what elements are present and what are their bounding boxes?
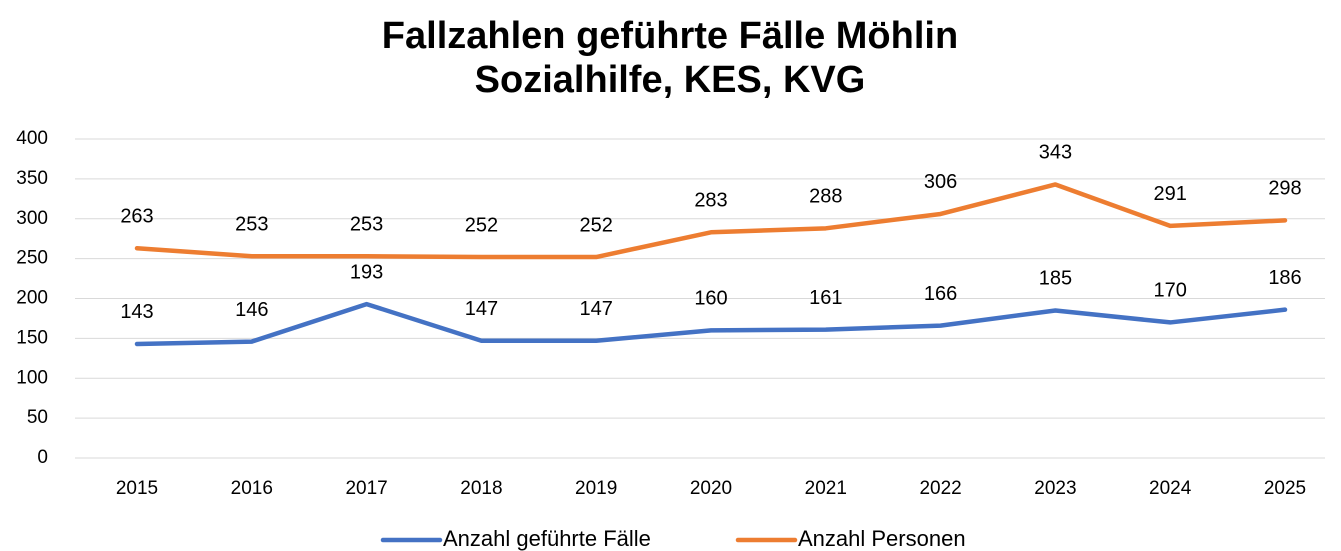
x-tick-label: 2023: [1034, 478, 1076, 499]
y-tick-label: 300: [16, 208, 48, 229]
data-label: 291: [1154, 183, 1187, 205]
x-tick-label: 2016: [231, 478, 273, 499]
data-label: 147: [580, 298, 613, 320]
data-label: 252: [580, 214, 613, 236]
data-label: 147: [465, 298, 498, 320]
y-tick-label: 200: [16, 288, 48, 309]
chart-subtitle: Sozialhilfe, KES, KVG: [475, 59, 866, 101]
chart-title: Fallzahlen geführte Fälle Möhlin: [382, 15, 958, 57]
data-label: 263: [120, 206, 153, 228]
data-label: 253: [350, 214, 383, 236]
y-tick-label: 100: [16, 367, 48, 388]
data-label: 252: [465, 214, 498, 236]
y-tick-label: 350: [16, 168, 48, 189]
data-label: 166: [924, 283, 957, 305]
x-tick-label: 2017: [345, 478, 387, 499]
data-label: 193: [350, 261, 383, 283]
data-label: 283: [694, 190, 727, 212]
x-tick-label: 2015: [116, 478, 158, 499]
data-label: 146: [235, 299, 268, 321]
y-tick-label: 400: [16, 128, 48, 149]
data-label: 306: [924, 171, 957, 193]
x-tick-label: 2020: [690, 478, 732, 499]
data-label: 170: [1154, 280, 1187, 302]
x-tick-label: 2025: [1264, 478, 1306, 499]
data-label: 143: [120, 301, 153, 323]
y-tick-label: 0: [37, 447, 48, 468]
data-label: 298: [1268, 178, 1301, 200]
series-line: [134, 301, 1288, 347]
y-tick-label: 150: [16, 327, 48, 348]
data-label: 186: [1268, 267, 1301, 289]
data-label: 288: [809, 186, 842, 208]
y-tick-label: 50: [27, 407, 48, 428]
data-label: 185: [1039, 268, 1072, 290]
x-tick-label: 2018: [460, 478, 502, 499]
data-label: 253: [235, 214, 268, 236]
data-label: 160: [694, 288, 727, 310]
x-tick-label: 2024: [1149, 478, 1192, 499]
y-tick-label: 250: [16, 248, 48, 269]
legend-label: Anzahl geführte Fälle: [443, 526, 651, 551]
x-tick-label: 2019: [575, 478, 617, 499]
data-label: 343: [1039, 142, 1072, 164]
data-label: 161: [809, 287, 842, 309]
x-tick-label: 2021: [805, 478, 847, 499]
legend-label: Anzahl Personen: [798, 526, 966, 551]
x-tick-label: 2022: [919, 478, 961, 499]
series-line: [134, 182, 1288, 260]
